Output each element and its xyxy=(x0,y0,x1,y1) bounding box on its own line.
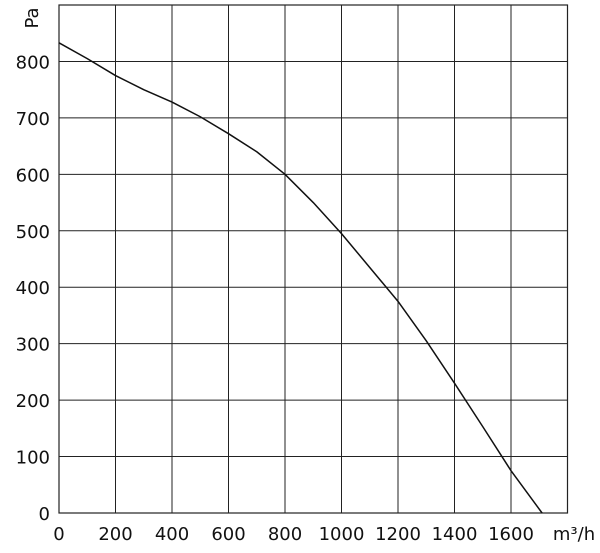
x-tick-label: 1400 xyxy=(432,524,478,545)
x-tick-label: 0 xyxy=(53,524,64,545)
y-tick-label: 700 xyxy=(16,109,50,130)
x-tick-label: 200 xyxy=(98,524,132,545)
x-tick-label: 800 xyxy=(268,524,302,545)
y-tick-label: 600 xyxy=(16,165,50,186)
x-axis-label: m³/h xyxy=(553,524,595,545)
y-tick-label: 200 xyxy=(16,391,50,412)
y-tick-label: 300 xyxy=(16,335,50,356)
y-tick-label: 100 xyxy=(16,448,50,469)
y-tick-label: 800 xyxy=(16,52,50,73)
y-tick-label: 500 xyxy=(16,222,50,243)
x-tick-label: 1000 xyxy=(319,524,365,545)
plot-frame xyxy=(58,4,569,514)
x-tick-label: 1200 xyxy=(375,524,421,545)
y-tick-label: 400 xyxy=(16,278,50,299)
x-tick-label: 1600 xyxy=(488,524,534,545)
y-tick-label: 0 xyxy=(39,504,50,525)
x-tick-label: 400 xyxy=(155,524,189,545)
curve xyxy=(58,42,543,514)
x-tick-label: 600 xyxy=(211,524,245,545)
y-axis-label: Pa xyxy=(22,7,43,28)
